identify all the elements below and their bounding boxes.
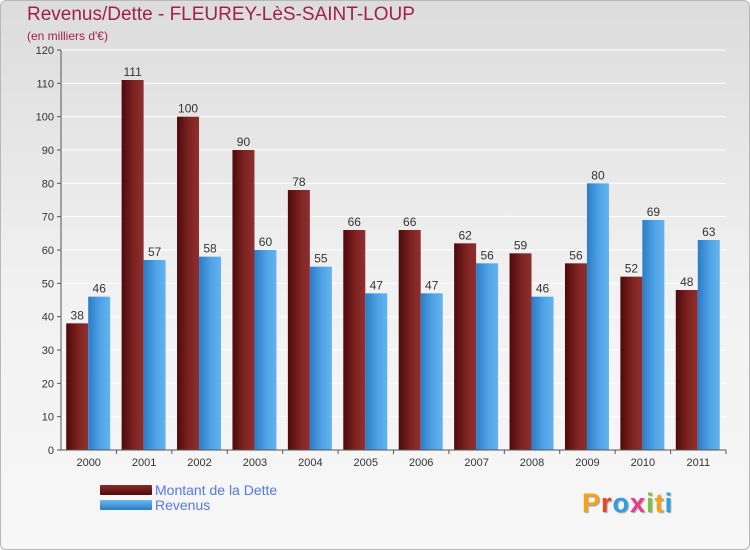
y-tick-label: 40 — [42, 312, 54, 324]
bar-dette — [675, 290, 698, 450]
y-tick-label: 110 — [36, 78, 54, 90]
logo-letter: i — [664, 488, 674, 518]
data-label: 78 — [292, 175, 306, 189]
x-tick-label: 2002 — [187, 457, 211, 469]
y-tick-label: 20 — [42, 378, 54, 390]
bar-dette — [232, 150, 255, 450]
y-tick-label: 10 — [42, 412, 54, 424]
bar-dette — [509, 253, 532, 450]
bar-revenus — [309, 266, 332, 450]
bar-revenus — [143, 260, 166, 450]
x-tick-label: 2006 — [409, 457, 433, 469]
bar-revenus — [531, 296, 554, 450]
data-label: 46 — [93, 282, 107, 296]
bar-revenus — [586, 183, 609, 451]
data-label: 47 — [370, 278, 384, 292]
data-label: 56 — [569, 248, 583, 262]
bar-dette — [66, 323, 89, 450]
bar-revenus — [476, 263, 499, 450]
data-label: 63 — [702, 225, 716, 239]
y-tick-label: 60 — [42, 245, 54, 257]
bar-dette — [398, 230, 421, 450]
data-label: 100 — [178, 102, 198, 116]
data-label: 46 — [536, 282, 550, 296]
data-label: 56 — [480, 248, 494, 262]
data-label: 59 — [514, 238, 528, 252]
y-tick-label: 80 — [42, 178, 54, 190]
bar-revenus — [365, 293, 388, 450]
bar-dette — [121, 80, 144, 450]
legend-label-revenus: Revenus — [155, 497, 211, 513]
data-label: 52 — [625, 262, 639, 276]
logo-letter: o — [612, 488, 631, 518]
y-tick-label: 50 — [42, 278, 54, 290]
x-tick-label: 2011 — [686, 457, 710, 469]
logo-letter: r — [601, 488, 613, 518]
data-label: 48 — [680, 275, 694, 289]
bar-dette — [343, 230, 366, 450]
bar-revenus — [88, 296, 111, 450]
data-label: 66 — [403, 215, 417, 229]
bar-dette — [287, 190, 310, 450]
data-label: 80 — [591, 168, 605, 182]
chart-title: Revenus/Dette - FLEUREY-LèS-SAINT-LOUP — [27, 4, 415, 25]
legend-swatch-revenus — [100, 500, 152, 510]
x-tick-label: 2003 — [243, 457, 267, 469]
bar-dette — [454, 243, 477, 450]
logo-letter: i — [646, 488, 655, 518]
y-tick-label: 70 — [42, 212, 54, 224]
x-tick-label: 2005 — [354, 457, 378, 469]
legend-label-dette: Montant de la Dette — [155, 482, 278, 498]
bar-dette — [564, 263, 587, 450]
bar-revenus — [254, 250, 277, 450]
data-label: 55 — [314, 252, 328, 266]
y-tick-label: 30 — [42, 345, 54, 357]
legend-swatch-dette — [100, 485, 152, 495]
y-tick-label: 0 — [48, 445, 54, 457]
data-label: 90 — [237, 135, 251, 149]
logo-letter: t — [654, 488, 665, 518]
y-tick-label: 90 — [42, 145, 54, 157]
data-label: 60 — [259, 235, 273, 249]
data-label: 69 — [647, 205, 661, 219]
x-tick-label: 2000 — [76, 457, 100, 469]
logo-letter: P — [582, 488, 602, 518]
y-tick-label: 120 — [36, 45, 54, 57]
x-tick-label: 2008 — [520, 457, 544, 469]
bar-revenus — [697, 240, 720, 450]
x-tick-label: 2004 — [298, 457, 322, 469]
bar-revenus — [199, 256, 222, 450]
y-tick-label: 100 — [36, 112, 54, 124]
x-tick-label: 2001 — [132, 457, 156, 469]
data-label: 47 — [425, 278, 439, 292]
data-label: 66 — [348, 215, 362, 229]
data-label: 38 — [71, 308, 85, 322]
x-tick-label: 2009 — [575, 457, 599, 469]
data-label: 57 — [148, 245, 162, 259]
chart-subtitle: (en milliers d'€) — [27, 29, 108, 43]
logo-letter: x — [630, 488, 647, 518]
bar-dette — [177, 116, 200, 451]
x-tick-label: 2010 — [631, 457, 655, 469]
proxiti-logo: Proxiti — [582, 488, 673, 519]
bar-revenus — [420, 293, 443, 450]
bar-dette — [620, 276, 643, 450]
data-label: 58 — [203, 242, 217, 256]
data-label: 111 — [124, 65, 143, 79]
bar-revenus — [642, 220, 665, 450]
x-tick-label: 2007 — [464, 457, 488, 469]
data-label: 62 — [458, 228, 472, 242]
